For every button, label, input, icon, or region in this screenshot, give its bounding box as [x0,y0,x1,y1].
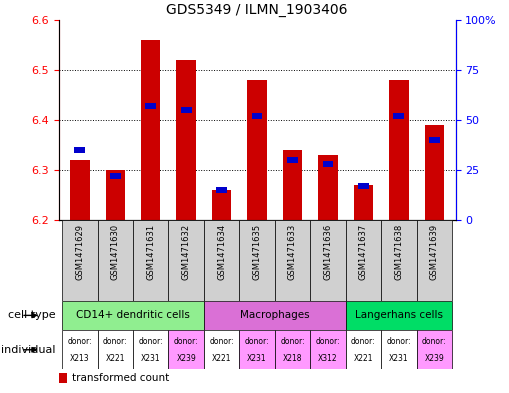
Bar [425,125,444,220]
Text: X231: X231 [247,354,267,363]
Bar [251,113,263,119]
Bar [346,301,452,330]
Text: GSM1471636: GSM1471636 [323,224,332,280]
Text: GSM1471635: GSM1471635 [252,224,262,280]
Text: Macrophages: Macrophages [240,310,309,320]
Bar [110,173,121,179]
Bar [204,301,346,330]
Text: donor:: donor: [351,337,376,345]
Bar [181,107,191,113]
Text: X221: X221 [212,354,232,363]
Bar [105,170,125,220]
Text: donor:: donor: [174,337,199,345]
Bar [287,157,298,163]
Bar [168,220,204,301]
Bar [62,330,98,369]
Bar [74,147,85,153]
Text: GSM1471631: GSM1471631 [146,224,155,280]
Bar [204,330,239,369]
Text: X218: X218 [282,354,302,363]
Bar [177,60,196,220]
Bar [98,330,133,369]
Text: GSM1471638: GSM1471638 [394,224,403,280]
Text: GSM1471637: GSM1471637 [359,224,368,280]
Text: X312: X312 [318,354,338,363]
Bar [146,103,156,109]
Bar [141,40,160,220]
Text: donor:: donor: [138,337,163,345]
Title: GDS5349 / ILMN_1903406: GDS5349 / ILMN_1903406 [166,3,348,17]
Bar [133,220,168,301]
Text: donor:: donor: [68,337,92,345]
Bar [346,330,381,369]
Bar [318,155,337,220]
Text: CD14+ dendritic cells: CD14+ dendritic cells [76,310,190,320]
Bar [239,220,275,301]
Bar [416,330,452,369]
Bar [310,220,346,301]
Bar [393,113,404,119]
Text: donor:: donor: [422,337,446,345]
Text: GSM1471630: GSM1471630 [111,224,120,280]
Text: GSM1471632: GSM1471632 [182,224,191,280]
Bar [168,330,204,369]
Text: X239: X239 [425,354,444,363]
Text: X221: X221 [354,354,373,363]
Text: donor:: donor: [245,337,269,345]
Text: transformed count: transformed count [72,373,169,383]
Text: X231: X231 [389,354,409,363]
Bar [389,80,409,220]
Bar [323,161,333,167]
Text: donor:: donor: [316,337,340,345]
Text: GSM1471633: GSM1471633 [288,224,297,280]
Text: cell type: cell type [8,310,56,320]
Bar [346,220,381,301]
Bar [133,330,168,369]
Bar [416,220,452,301]
Bar [59,373,67,383]
Text: GSM1471629: GSM1471629 [75,224,84,280]
Bar [310,330,346,369]
Text: X221: X221 [105,354,125,363]
Bar [275,330,310,369]
Text: Langerhans cells: Langerhans cells [355,310,443,320]
Text: GSM1471634: GSM1471634 [217,224,226,280]
Bar [62,220,98,301]
Text: X231: X231 [141,354,160,363]
Bar [358,183,369,189]
Text: donor:: donor: [386,337,411,345]
Bar [62,301,204,330]
Text: donor:: donor: [103,337,128,345]
Bar [282,150,302,220]
Bar [275,220,310,301]
Bar [70,160,90,220]
Bar [247,80,267,220]
Text: X239: X239 [176,354,196,363]
Bar [204,220,239,301]
Bar [239,330,275,369]
Text: donor:: donor: [280,337,305,345]
Bar [381,220,416,301]
Text: GSM1471639: GSM1471639 [430,224,439,280]
Bar [354,185,373,220]
Bar [216,187,227,193]
Bar [212,190,232,220]
Bar [98,220,133,301]
Text: individual: individual [2,345,56,355]
Text: X213: X213 [70,354,90,363]
Bar [429,137,440,143]
Bar [381,330,416,369]
Text: donor:: donor: [209,337,234,345]
